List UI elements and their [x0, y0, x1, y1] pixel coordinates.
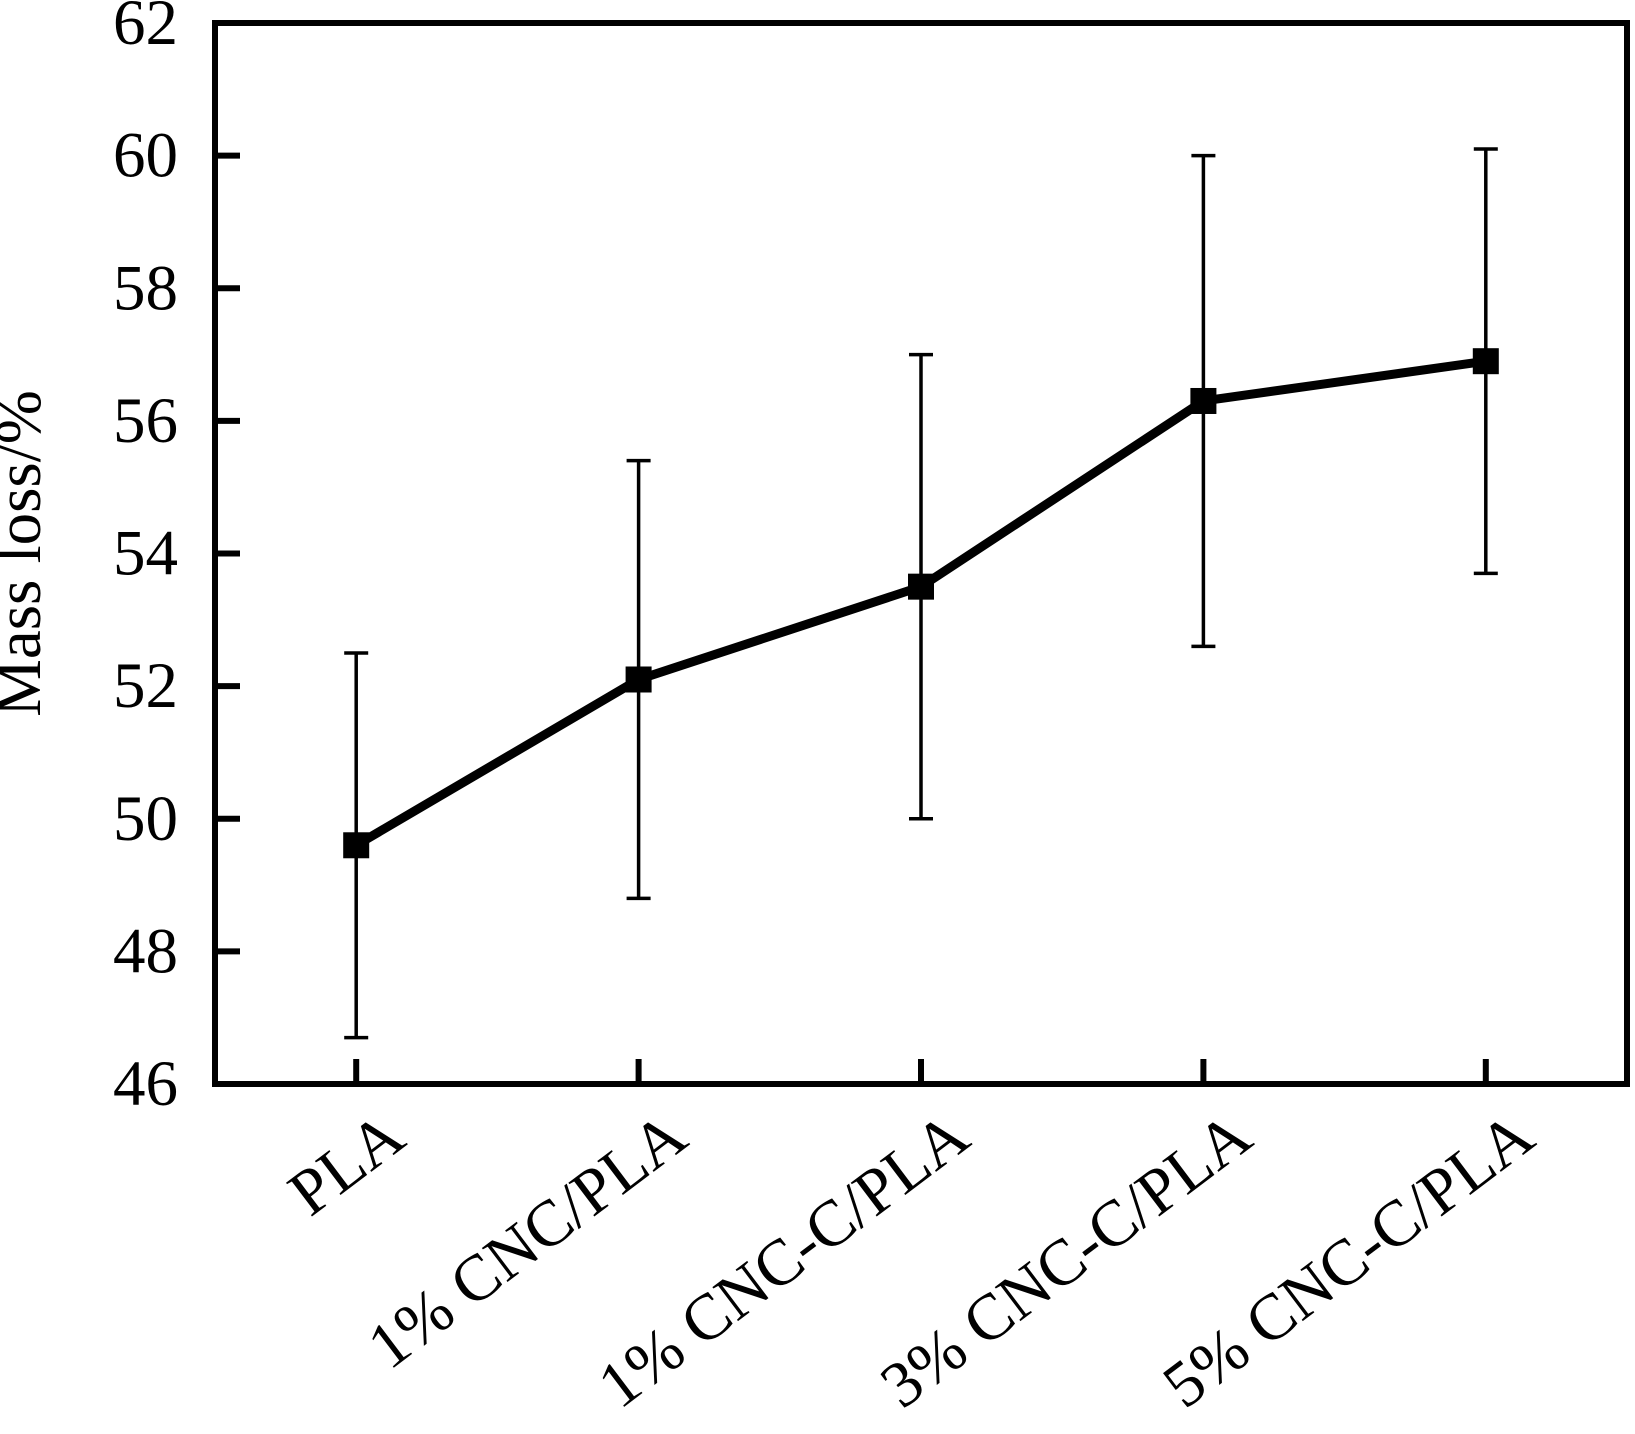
y-tick-label: 62 [113, 0, 178, 59]
data-point-marker [1472, 348, 1499, 375]
y-tick-label: 50 [113, 783, 178, 855]
y-tick-label: 56 [113, 385, 178, 457]
data-point-marker [908, 573, 934, 600]
axis-frame [212, 20, 1630, 1087]
y-tick-label: 58 [113, 252, 178, 324]
y-tick-label: 54 [113, 518, 178, 590]
y-tick-label: 52 [113, 650, 178, 722]
x-tick-label: PLA [276, 1098, 417, 1229]
y-tick-label: 60 [113, 120, 178, 192]
data-point-marker [343, 832, 370, 859]
data-point-marker [625, 666, 652, 693]
y-tick-label: 46 [113, 1048, 178, 1120]
data-point-marker [1190, 387, 1217, 414]
y-tick-label: 48 [113, 915, 178, 987]
y-axis-title: Mass loss/% [0, 390, 55, 717]
